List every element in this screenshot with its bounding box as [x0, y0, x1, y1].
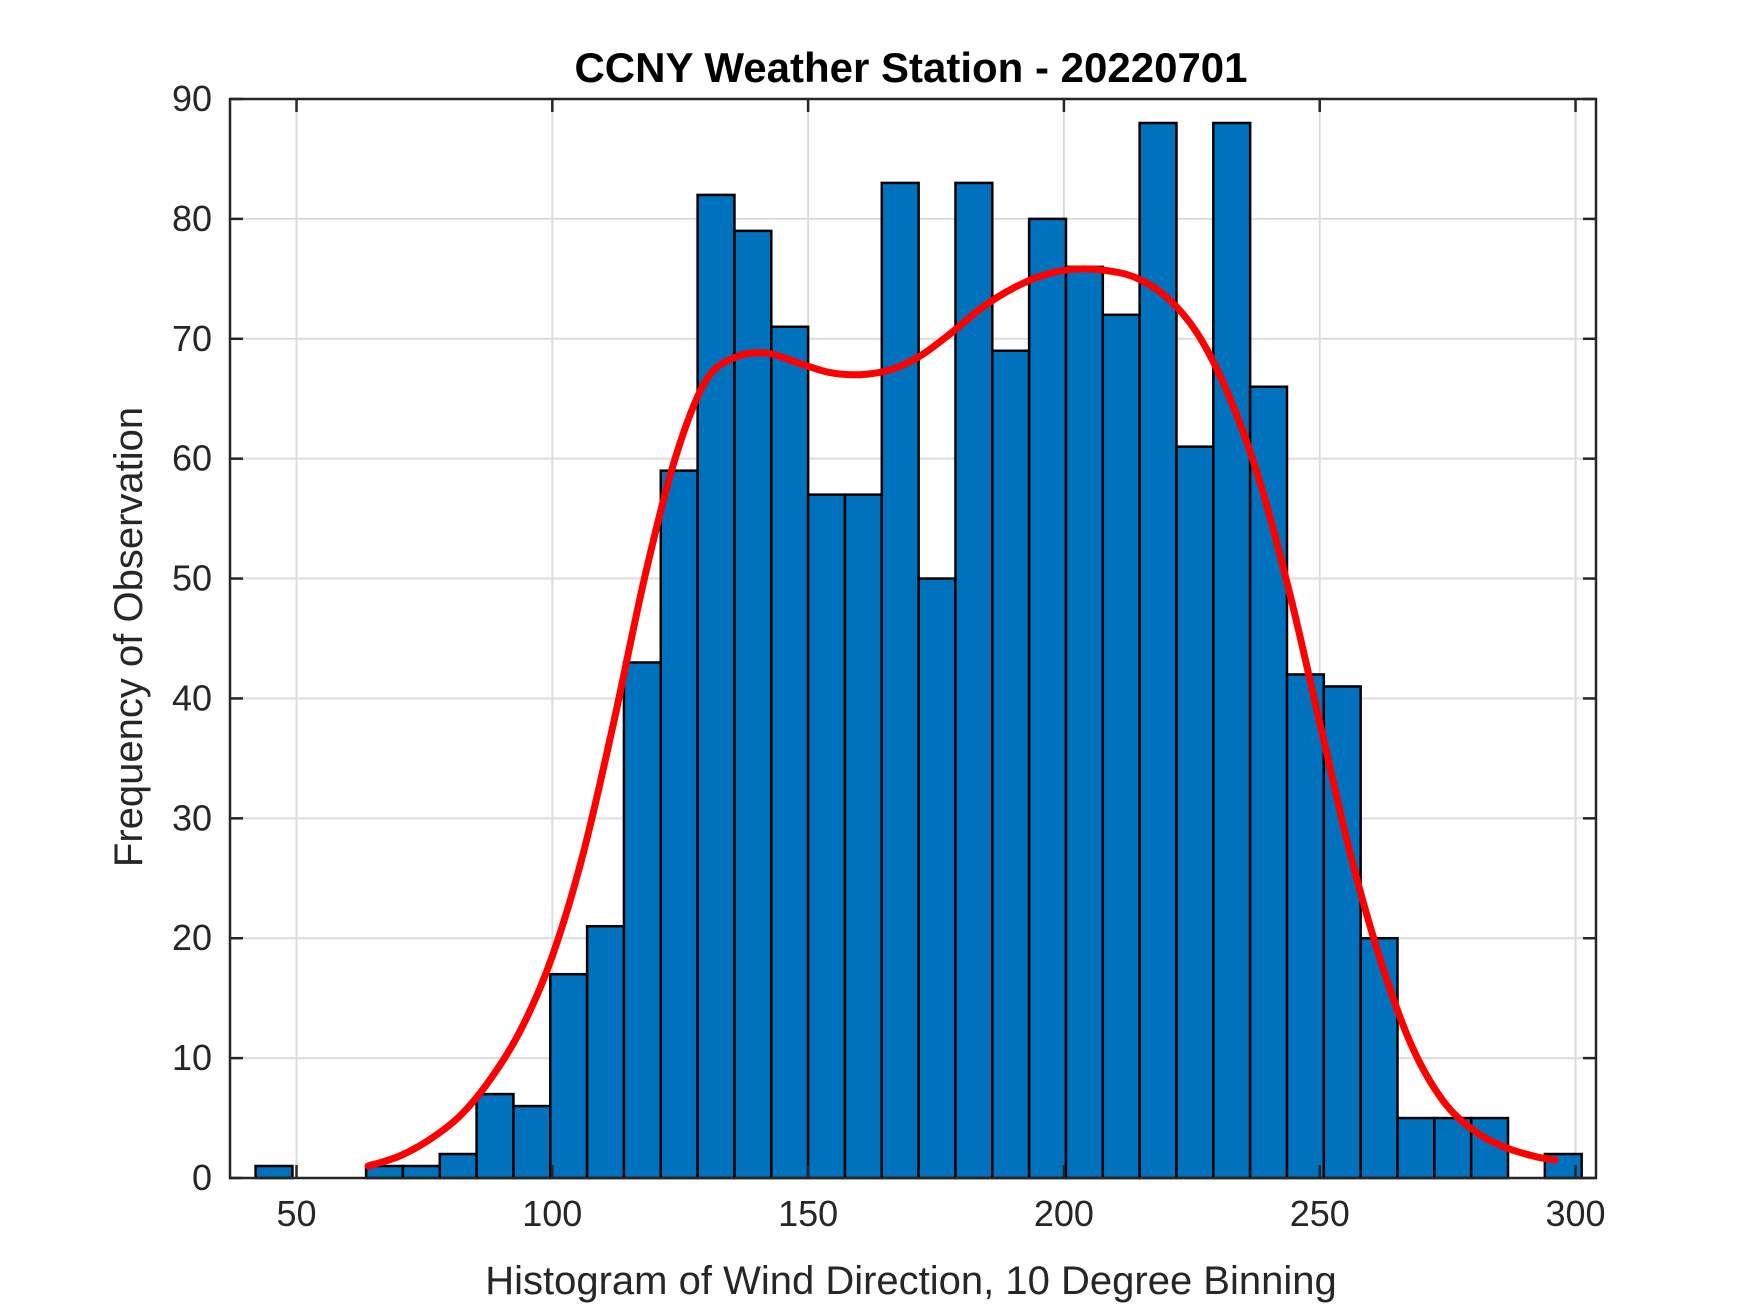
- fit-curve-layer: [364, 265, 1559, 1170]
- histogram-bar: [585, 924, 626, 1180]
- y-tick-label: 60: [172, 438, 212, 479]
- histogram-bar: [1027, 217, 1068, 1180]
- histogram-bar: [770, 325, 810, 1180]
- histogram-bar: [1469, 1116, 1510, 1180]
- y-tick-label: 70: [172, 318, 212, 359]
- histogram-bar: [843, 493, 884, 1180]
- axes: [228, 97, 1598, 1180]
- x-tick-label: 50: [276, 1193, 316, 1234]
- histogram-bar: [549, 972, 589, 1180]
- axes-box: [228, 97, 1598, 1180]
- x-axis-label: Histogram of Wind Direction, 10 Degree B…: [485, 1259, 1337, 1303]
- x-tick-label: 150: [778, 1193, 838, 1234]
- histogram-bar: [254, 1164, 294, 1180]
- x-tick-label: 200: [1034, 1193, 1094, 1234]
- histogram-bar: [438, 1152, 478, 1180]
- histogram-bar: [806, 493, 847, 1180]
- y-tick-label: 80: [172, 198, 212, 239]
- histogram-bar: [1359, 936, 1399, 1180]
- histogram-bar: [917, 577, 957, 1180]
- y-tick-label: 40: [172, 677, 212, 718]
- fit-curve-line: [364, 265, 1559, 1170]
- y-tick-label: 0: [192, 1157, 212, 1198]
- histogram-bar: [622, 661, 663, 1180]
- histogram-bar: [475, 1092, 515, 1180]
- chart-title: CCNY Weather Station - 20220701: [574, 44, 1247, 91]
- histogram-bar: [1396, 1116, 1436, 1180]
- histogram-bar: [1064, 265, 1105, 1180]
- y-tick-label: 10: [172, 1037, 212, 1078]
- histogram-bar: [991, 349, 1031, 1180]
- tick-labels: 50 100 150 200 250 300 0 10 20 30 40 50 60 70 80 90: [172, 78, 1606, 1234]
- x-tick-label: 300: [1545, 1193, 1605, 1234]
- histogram-bar: [1285, 673, 1326, 1180]
- histogram-bar: [1212, 121, 1252, 1180]
- x-tick-label: 250: [1290, 1193, 1350, 1234]
- x-tick-label: 100: [522, 1193, 582, 1234]
- y-axis-label: Frequency of Observation: [107, 407, 151, 867]
- histogram-bar: [954, 181, 994, 1180]
- histogram-bar: [512, 1104, 552, 1180]
- histogram-bar: [733, 229, 773, 1180]
- y-tick-label: 30: [172, 797, 212, 838]
- y-tick-label: 20: [172, 917, 212, 958]
- y-tick-label: 50: [172, 558, 212, 599]
- histogram-bar: [659, 469, 699, 1180]
- histogram-bar: [1101, 313, 1141, 1180]
- histogram-bar: [401, 1164, 442, 1180]
- histogram-bar: [1175, 445, 1215, 1180]
- y-tick-label: 90: [172, 78, 212, 119]
- histogram-bar: [696, 193, 736, 1180]
- histogram-bar: [880, 181, 920, 1180]
